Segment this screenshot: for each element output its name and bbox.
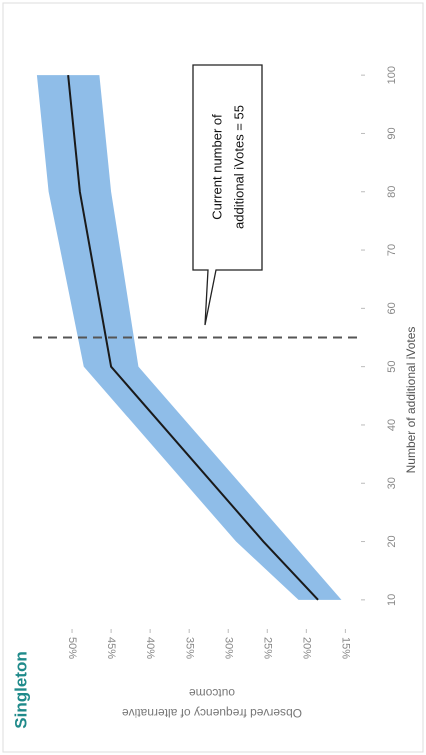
plot-area: 10 20 30 40 50 60 70 80 90 100 50% 45% 40% 35% 30% 25% 2… [33, 66, 398, 659]
y-tick-label: 30% [222, 637, 234, 659]
x-tick-label: 90 [386, 127, 398, 139]
y-tick-label: 45% [105, 637, 117, 659]
x-tick-label: 20 [386, 535, 398, 547]
x-tick-label: 30 [386, 477, 398, 489]
x-tick-label: 100 [386, 66, 398, 84]
y-tick-label: 20% [300, 637, 312, 659]
callout-box [192, 64, 263, 326]
y-tick-label: 25% [261, 637, 273, 659]
annotation-text: additional iVotes = 55 [231, 105, 246, 229]
confidence-band [36, 75, 342, 600]
y-tick-label: 15% [339, 637, 351, 659]
y-tick-label: 50% [66, 637, 78, 659]
y-axis-title: Observed frequency of alternative [122, 706, 302, 720]
y-tick-label: 40% [144, 637, 156, 659]
chart-title: Singleton [11, 651, 30, 728]
x-tick-label: 40 [386, 419, 398, 431]
y-axis-title: outcome [189, 686, 235, 700]
x-tick-label: 10 [386, 594, 398, 606]
x-tick-label: 60 [386, 302, 398, 314]
x-tick-label: 70 [386, 244, 398, 256]
annotation-text: Current number of [209, 114, 224, 220]
x-tick-label: 80 [386, 186, 398, 198]
x-axis-title: Number of additional iVotes [404, 327, 418, 474]
line [67, 75, 319, 601]
y-tick-label: 35% [183, 637, 195, 659]
x-tick-label: 50 [386, 361, 398, 373]
callout: Current number of additional iVotes = 55 [192, 64, 263, 326]
